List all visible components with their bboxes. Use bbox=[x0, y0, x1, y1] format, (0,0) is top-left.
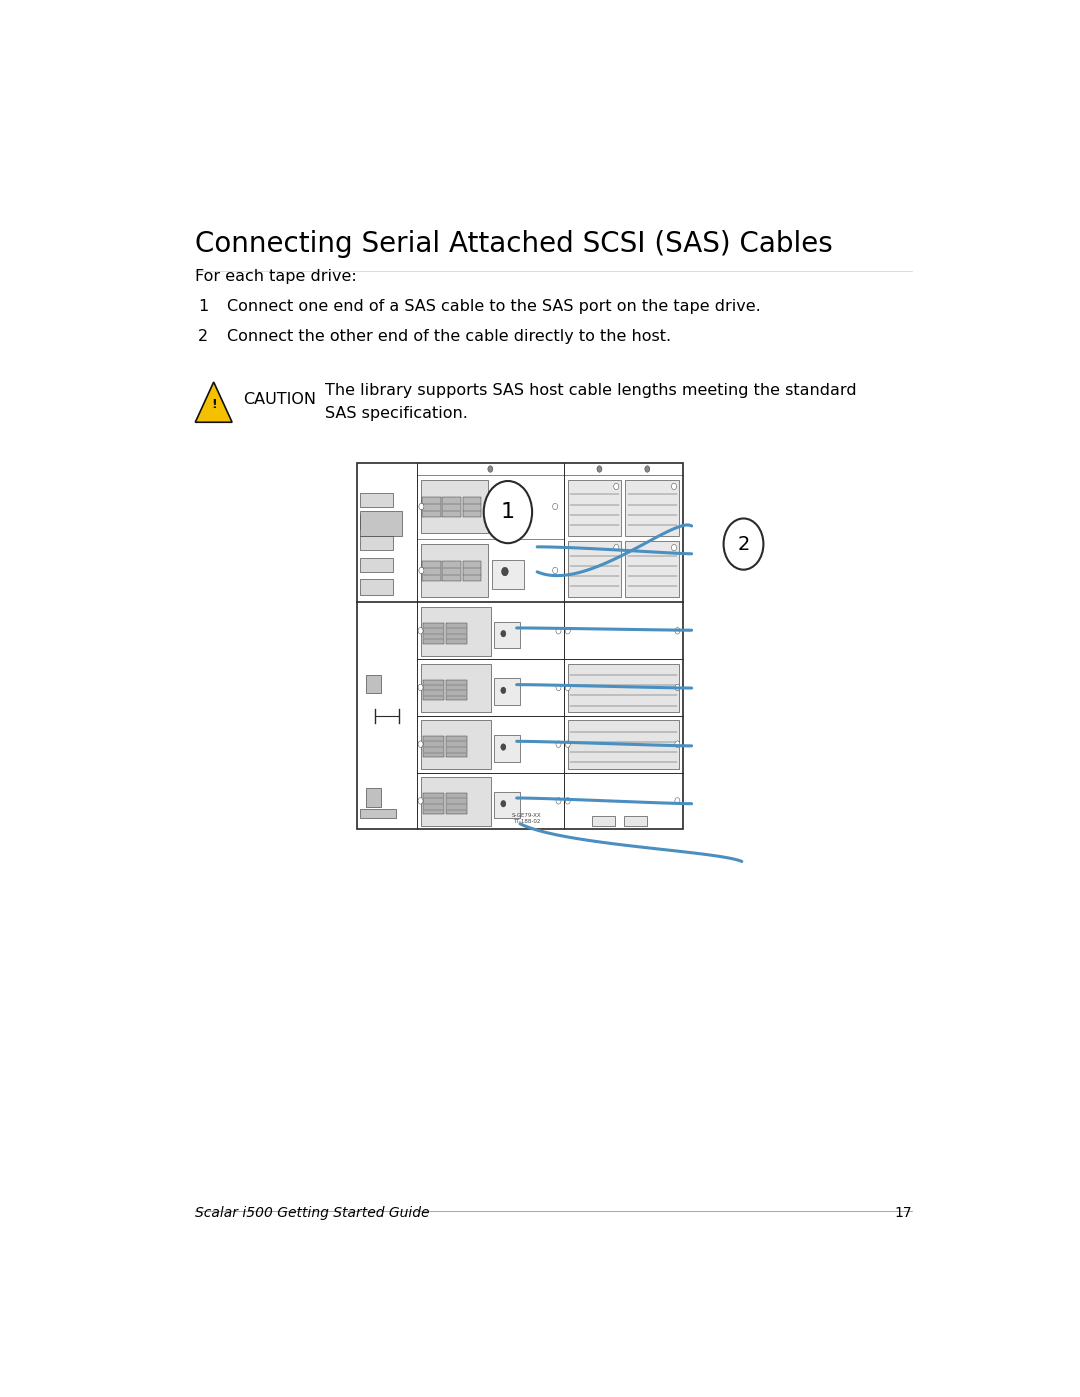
FancyBboxPatch shape bbox=[446, 623, 468, 644]
Circle shape bbox=[597, 465, 602, 472]
Polygon shape bbox=[195, 381, 232, 422]
FancyBboxPatch shape bbox=[423, 736, 444, 757]
Text: CAUTION: CAUTION bbox=[243, 393, 316, 408]
FancyBboxPatch shape bbox=[360, 578, 393, 595]
FancyBboxPatch shape bbox=[356, 464, 684, 830]
FancyBboxPatch shape bbox=[462, 560, 482, 581]
Circle shape bbox=[501, 630, 505, 637]
FancyBboxPatch shape bbox=[443, 497, 461, 517]
Text: Connecting Serial Attached SCSI (SAS) Cables: Connecting Serial Attached SCSI (SAS) Ca… bbox=[195, 231, 833, 258]
FancyBboxPatch shape bbox=[360, 536, 393, 550]
FancyBboxPatch shape bbox=[360, 515, 393, 529]
FancyBboxPatch shape bbox=[360, 557, 393, 571]
FancyBboxPatch shape bbox=[568, 481, 621, 536]
FancyBboxPatch shape bbox=[568, 721, 679, 770]
Text: S-GE79-XX
TT-188-02: S-GE79-XX TT-188-02 bbox=[512, 813, 541, 824]
FancyBboxPatch shape bbox=[625, 541, 679, 597]
FancyBboxPatch shape bbox=[568, 664, 679, 712]
Circle shape bbox=[418, 627, 423, 634]
Text: SAS specification.: SAS specification. bbox=[325, 407, 468, 422]
FancyBboxPatch shape bbox=[422, 497, 441, 517]
Text: 1: 1 bbox=[501, 502, 515, 522]
Circle shape bbox=[565, 627, 570, 634]
Circle shape bbox=[672, 483, 676, 489]
Circle shape bbox=[675, 740, 680, 747]
FancyBboxPatch shape bbox=[625, 481, 679, 536]
Circle shape bbox=[419, 503, 423, 510]
Circle shape bbox=[672, 545, 676, 550]
Text: For each tape drive:: For each tape drive: bbox=[195, 268, 357, 284]
FancyBboxPatch shape bbox=[423, 623, 444, 644]
Circle shape bbox=[488, 465, 492, 472]
FancyBboxPatch shape bbox=[420, 777, 490, 826]
Circle shape bbox=[501, 567, 509, 576]
FancyBboxPatch shape bbox=[446, 793, 468, 813]
FancyBboxPatch shape bbox=[495, 622, 521, 648]
FancyBboxPatch shape bbox=[360, 493, 393, 507]
FancyBboxPatch shape bbox=[592, 816, 616, 826]
FancyBboxPatch shape bbox=[492, 560, 524, 590]
Circle shape bbox=[565, 685, 570, 690]
FancyBboxPatch shape bbox=[423, 680, 444, 700]
FancyBboxPatch shape bbox=[366, 788, 381, 806]
FancyBboxPatch shape bbox=[423, 793, 444, 813]
FancyBboxPatch shape bbox=[360, 809, 396, 819]
FancyBboxPatch shape bbox=[492, 496, 524, 525]
Text: Connect the other end of the cable directly to the host.: Connect the other end of the cable direc… bbox=[227, 330, 671, 344]
Circle shape bbox=[645, 465, 650, 472]
FancyBboxPatch shape bbox=[360, 511, 403, 535]
FancyBboxPatch shape bbox=[422, 560, 441, 581]
FancyBboxPatch shape bbox=[446, 680, 468, 700]
Circle shape bbox=[565, 740, 570, 747]
FancyBboxPatch shape bbox=[446, 736, 468, 757]
Circle shape bbox=[724, 518, 764, 570]
Text: 2: 2 bbox=[738, 535, 750, 553]
FancyBboxPatch shape bbox=[495, 679, 521, 705]
Circle shape bbox=[418, 685, 423, 690]
FancyBboxPatch shape bbox=[623, 816, 647, 826]
Circle shape bbox=[556, 627, 561, 634]
FancyBboxPatch shape bbox=[462, 497, 482, 517]
FancyBboxPatch shape bbox=[568, 541, 621, 597]
Circle shape bbox=[418, 740, 423, 747]
Circle shape bbox=[675, 627, 680, 634]
Circle shape bbox=[501, 503, 509, 511]
Text: !: ! bbox=[211, 398, 217, 411]
FancyBboxPatch shape bbox=[420, 664, 490, 712]
Circle shape bbox=[613, 545, 619, 550]
FancyBboxPatch shape bbox=[366, 675, 381, 693]
Circle shape bbox=[613, 483, 619, 489]
FancyBboxPatch shape bbox=[495, 735, 521, 761]
Text: 2: 2 bbox=[198, 330, 207, 344]
Text: Connect one end of a SAS cable to the SAS port on the tape drive.: Connect one end of a SAS cable to the SA… bbox=[227, 299, 760, 314]
Circle shape bbox=[553, 503, 557, 510]
FancyBboxPatch shape bbox=[495, 792, 521, 819]
Circle shape bbox=[556, 685, 561, 690]
FancyBboxPatch shape bbox=[420, 543, 488, 598]
Circle shape bbox=[501, 687, 505, 693]
Circle shape bbox=[419, 567, 423, 574]
FancyBboxPatch shape bbox=[420, 721, 490, 770]
Circle shape bbox=[501, 800, 505, 807]
Circle shape bbox=[675, 798, 680, 805]
Text: Scalar i500 Getting Started Guide: Scalar i500 Getting Started Guide bbox=[195, 1206, 430, 1220]
Text: 17: 17 bbox=[894, 1206, 912, 1220]
Circle shape bbox=[675, 685, 680, 690]
Text: The library supports SAS host cable lengths meeting the standard: The library supports SAS host cable leng… bbox=[325, 383, 856, 398]
Circle shape bbox=[553, 567, 557, 574]
Circle shape bbox=[556, 798, 561, 805]
Circle shape bbox=[484, 481, 532, 543]
Circle shape bbox=[418, 798, 423, 805]
Circle shape bbox=[556, 740, 561, 747]
Text: 1: 1 bbox=[198, 299, 208, 314]
Circle shape bbox=[565, 798, 570, 805]
Circle shape bbox=[501, 743, 505, 750]
FancyBboxPatch shape bbox=[420, 606, 490, 655]
FancyBboxPatch shape bbox=[443, 560, 461, 581]
FancyBboxPatch shape bbox=[420, 479, 488, 534]
